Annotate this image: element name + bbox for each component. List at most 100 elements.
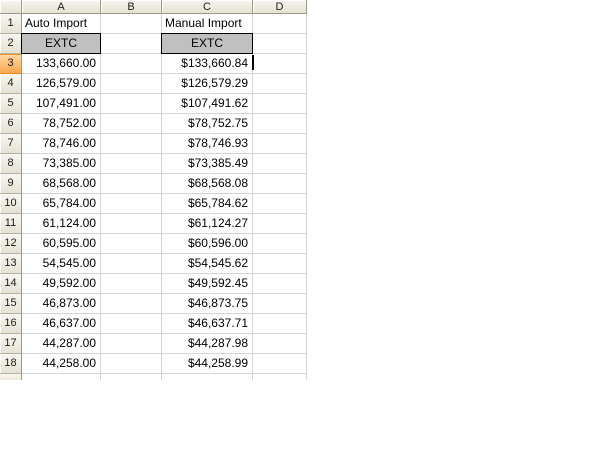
cell-C16[interactable]: $46,637.71	[162, 314, 253, 334]
cell-C14[interactable]: $49,592.45	[162, 274, 253, 294]
cell-C3[interactable]: $133,660.84	[162, 54, 253, 74]
cell-B2[interactable]	[101, 34, 162, 54]
row-header-13[interactable]: 13	[0, 254, 22, 274]
row-header-3[interactable]: 3	[0, 54, 22, 74]
cell-A10[interactable]: 65,784.00	[22, 194, 101, 214]
column-header-a[interactable]: A	[22, 0, 101, 14]
cell-A2[interactable]: EXTC	[21, 33, 101, 54]
select-all-corner[interactable]	[0, 0, 22, 14]
cell-D12[interactable]	[253, 234, 307, 254]
cell-D16[interactable]	[253, 314, 307, 334]
cell-A15[interactable]: 46,873.00	[22, 294, 101, 314]
row-header-7[interactable]: 7	[0, 134, 22, 154]
cell-D7[interactable]	[253, 134, 307, 154]
cell-C2[interactable]: EXTC	[161, 33, 253, 54]
cell-D11[interactable]	[253, 214, 307, 234]
cell-D14[interactable]	[253, 274, 307, 294]
cell-D13[interactable]	[253, 254, 307, 274]
column-header-b[interactable]: B	[101, 0, 162, 14]
cell-B18[interactable]	[101, 354, 162, 374]
cell-A13[interactable]: 54,545.00	[22, 254, 101, 274]
row-header-1[interactable]: 1	[0, 14, 22, 34]
cell-B17[interactable]	[101, 334, 162, 354]
cell-B6[interactable]	[101, 114, 162, 134]
cell-A12[interactable]: 60,595.00	[22, 234, 101, 254]
cell-D8[interactable]	[253, 154, 307, 174]
row-header-10[interactable]: 10	[0, 194, 22, 214]
column-header-d[interactable]: D	[253, 0, 307, 14]
cell-A17[interactable]: 44,287.00	[22, 334, 101, 354]
sheet-row-8: 8 73,385.00 $73,385.49	[0, 154, 307, 174]
row-header-4[interactable]: 4	[0, 74, 22, 94]
row-header-16[interactable]: 16	[0, 314, 22, 334]
cell-B3[interactable]	[101, 54, 162, 74]
row-header-12[interactable]: 12	[0, 234, 22, 254]
cell-C5[interactable]: $107,491.62	[162, 94, 253, 114]
cell-B9[interactable]	[101, 174, 162, 194]
cell-B14[interactable]	[101, 274, 162, 294]
cell-C12[interactable]: $60,596.00	[162, 234, 253, 254]
row-header-18[interactable]: 18	[0, 354, 22, 374]
cell-C1[interactable]: Manual Import	[162, 14, 253, 34]
cell-D15[interactable]	[253, 294, 307, 314]
cell-D10[interactable]	[253, 194, 307, 214]
cell-B12[interactable]	[101, 234, 162, 254]
cell-C10[interactable]: $65,784.62	[162, 194, 253, 214]
cell-B4[interactable]	[101, 74, 162, 94]
column-header-c[interactable]: C	[162, 0, 253, 14]
row-header-9[interactable]: 9	[0, 174, 22, 194]
cell-A5[interactable]: 107,491.00	[22, 94, 101, 114]
cell-A16[interactable]: 46,637.00	[22, 314, 101, 334]
row-header-14[interactable]: 14	[0, 274, 22, 294]
cell-B5[interactable]	[101, 94, 162, 114]
row-header-17[interactable]: 17	[0, 334, 22, 354]
cell-C11[interactable]: $61,124.27	[162, 214, 253, 234]
cell-D5[interactable]	[253, 94, 307, 114]
cell-C17[interactable]: $44,287.98	[162, 334, 253, 354]
cell-D6[interactable]	[253, 114, 307, 134]
row-header-15[interactable]: 15	[0, 294, 22, 314]
cell-C13[interactable]: $54,545.62	[162, 254, 253, 274]
cell-B13[interactable]	[101, 254, 162, 274]
cell-D9[interactable]	[253, 174, 307, 194]
cell-D4[interactable]	[253, 74, 307, 94]
row-header-6[interactable]: 6	[0, 114, 22, 134]
cell-B1[interactable]	[101, 14, 162, 34]
cell-A4[interactable]: 126,579.00	[22, 74, 101, 94]
cell-C9[interactable]: $68,568.08	[162, 174, 253, 194]
cell-D17[interactable]	[253, 334, 307, 354]
cell-C8[interactable]: $73,385.49	[162, 154, 253, 174]
cell-B8[interactable]	[101, 154, 162, 174]
cell-D2[interactable]	[253, 34, 307, 54]
cell-B10[interactable]	[101, 194, 162, 214]
cell-C18[interactable]: $44,258.99	[162, 354, 253, 374]
cell-C7[interactable]: $78,746.93	[162, 134, 253, 154]
grid-rows: 1 Auto Import Manual Import 2 EXTC EXTC 3 133,6…	[0, 14, 307, 374]
cell-B16[interactable]	[101, 314, 162, 334]
cell-C6[interactable]: $78,752.75	[162, 114, 253, 134]
cell-B11[interactable]	[101, 214, 162, 234]
cell-D18[interactable]	[253, 354, 307, 374]
row-header-11[interactable]: 11	[0, 214, 22, 234]
cell-C15[interactable]: $46,873.75	[162, 294, 253, 314]
cell-A9[interactable]: 68,568.00	[22, 174, 101, 194]
cell-A3[interactable]: 133,660.00	[22, 54, 101, 74]
row-header-2[interactable]: 2	[0, 34, 22, 54]
cell-A18[interactable]: 44,258.00	[22, 354, 101, 374]
row-header-5[interactable]: 5	[0, 94, 22, 114]
cell-A7[interactable]: 78,746.00	[22, 134, 101, 154]
cell-A1[interactable]: Auto Import	[22, 14, 101, 34]
cell-A8[interactable]: 73,385.00	[22, 154, 101, 174]
sheet-row-14: 14 49,592.00 $49,592.45	[0, 274, 307, 294]
partial-cell	[253, 374, 307, 380]
cell-A14[interactable]: 49,592.00	[22, 274, 101, 294]
cell-B15[interactable]	[101, 294, 162, 314]
cell-A11[interactable]: 61,124.00	[22, 214, 101, 234]
cell-A6[interactable]: 78,752.00	[22, 114, 101, 134]
row-header-8[interactable]: 8	[0, 154, 22, 174]
cell-B7[interactable]	[101, 134, 162, 154]
cell-C4[interactable]: $126,579.29	[162, 74, 253, 94]
partial-row-19	[0, 374, 307, 380]
cell-D1[interactable]	[253, 14, 307, 34]
cell-D3[interactable]	[253, 54, 307, 74]
